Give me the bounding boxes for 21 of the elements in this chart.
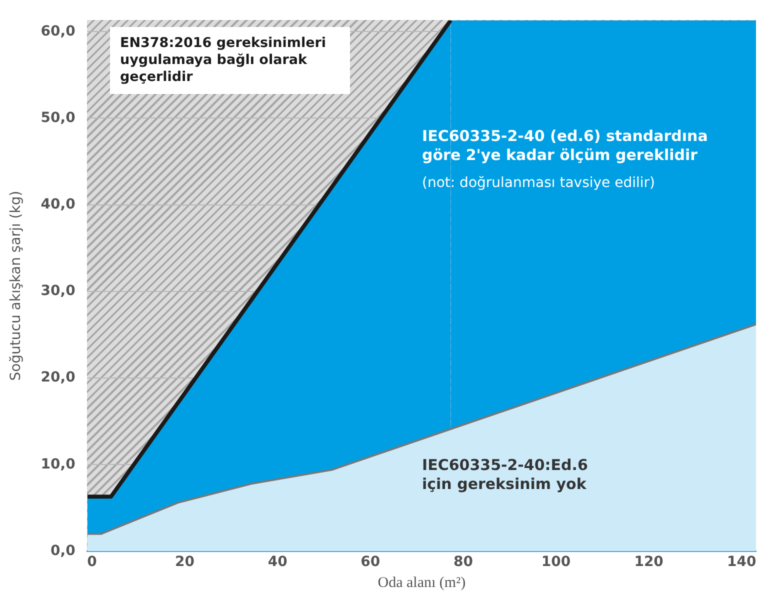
y-tick-label: 30,0 — [40, 283, 76, 300]
y-tick-label: 0,0 — [50, 542, 76, 559]
x-tick-label: 40 — [268, 554, 288, 570]
y-tick-label: 40,0 — [40, 196, 76, 212]
x-axis-title: Oda alanı (m²) — [378, 574, 466, 591]
x-tick-label: 0 — [87, 554, 98, 570]
x-tick-label: 20 — [175, 554, 195, 570]
x-tick-label: 60 — [360, 554, 380, 570]
x-tick-label: 100 — [541, 554, 571, 570]
x-tick-label: 120 — [634, 554, 664, 570]
annotation: (not: doğrulanması tavsiye edilir) — [422, 175, 656, 192]
y-tick-label: 20,0 — [40, 370, 76, 386]
x-tick-label: 140 — [727, 554, 756, 570]
y-axis-title: Soğutucu akışkan şarjı (kg) — [8, 190, 24, 381]
annotation: IEC60335-2-40:Ed.6 için gereksinim yok — [422, 456, 589, 494]
x-tick-label: 80 — [453, 554, 474, 570]
y-tick-label: 50,0 — [40, 110, 76, 126]
annotation: IEC60335-2-40 (ed.6) standardına göre 2'ye kadar ölçüm gereklidir — [422, 127, 709, 164]
y-tick-label: 60,0 — [40, 23, 76, 40]
y-tick-label: 10,0 — [40, 456, 76, 472]
annotation: EN378:2016 gereksinimleri uygulamaya bağlı olarak geçerlidir — [110, 27, 350, 94]
